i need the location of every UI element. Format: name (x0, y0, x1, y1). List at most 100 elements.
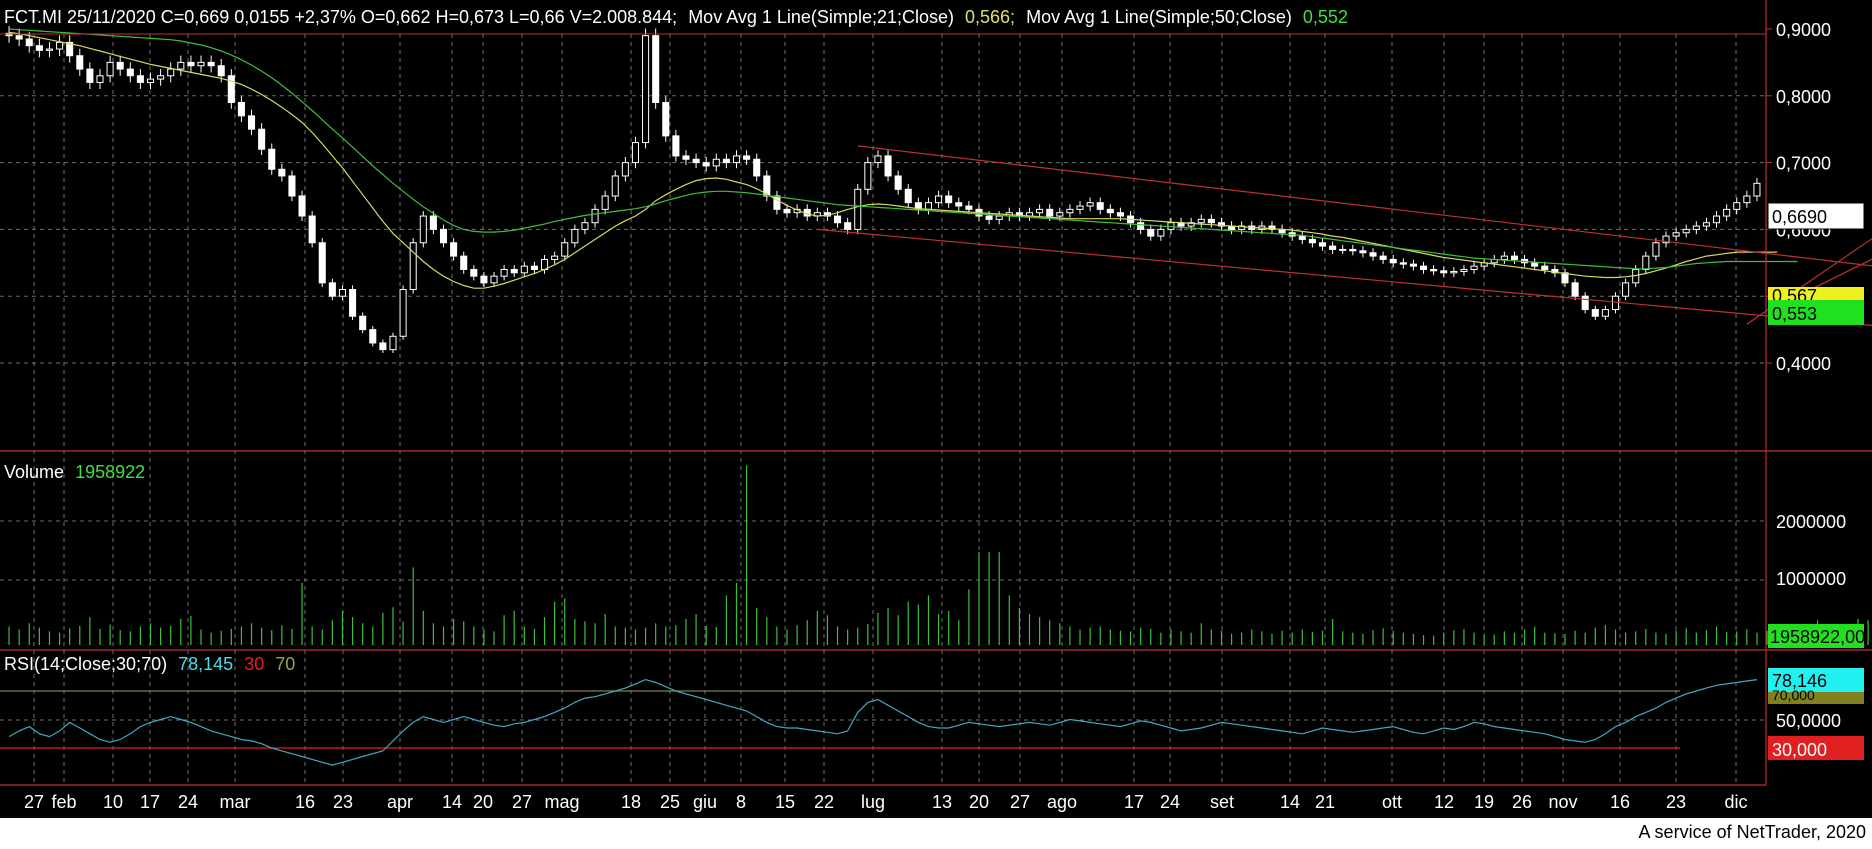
candle-body-14 (146, 78, 155, 83)
volume-tick-1m: 1000000 (1776, 569, 1846, 589)
ma21-badge-bg (1768, 287, 1864, 301)
candle-body-157 (1591, 309, 1599, 317)
x-label-18: 22 (814, 792, 834, 812)
candle-body-43 (439, 228, 448, 244)
candle-body-34 (349, 289, 357, 317)
candle-body-46 (470, 268, 478, 277)
candle-body-144 (1460, 268, 1468, 272)
candle-body-21 (217, 65, 225, 77)
candle-body-118 (1197, 218, 1205, 224)
x-label-31: 19 (1474, 792, 1494, 812)
x-label-26: set (1210, 792, 1234, 812)
candle-body-68 (692, 158, 700, 164)
header-ma2-value: 0,552 (1303, 7, 1348, 27)
x-label-29: ott (1382, 792, 1402, 812)
candle-body-58 (591, 208, 599, 224)
candle-body-163 (1652, 242, 1660, 257)
x-label-32: 26 (1512, 792, 1532, 812)
x-label-33: nov (1548, 792, 1577, 812)
volume-title-label: Volume (4, 462, 64, 482)
candle-body-70 (712, 158, 720, 167)
volume-badge: 1958922,00 (1770, 627, 1865, 647)
candle-body-113 (1147, 228, 1155, 237)
x-label-20: 13 (932, 792, 952, 812)
candle-body-13 (136, 75, 144, 83)
candle-body-165 (1672, 232, 1680, 237)
candle-body-19 (197, 61, 205, 67)
candle-body-143 (1450, 270, 1458, 274)
candle-body-51 (520, 265, 528, 274)
candle-body-11 (116, 61, 124, 70)
candle-body-82 (834, 215, 842, 224)
x-label-6: 16 (295, 792, 315, 812)
candle-body-142 (1440, 270, 1448, 274)
x-label-4: 24 (178, 792, 198, 812)
trend-line-2 (1746, 237, 1872, 325)
candle-body-156 (1581, 295, 1589, 311)
candle-body-97 (985, 215, 993, 220)
x-label-23: ago (1047, 792, 1077, 812)
x-label-22: 27 (1010, 792, 1030, 812)
candle-body-2 (25, 38, 33, 47)
candle-body-122 (1238, 225, 1246, 230)
candle-body-87 (884, 155, 892, 177)
price-tick-1: 0,8000 (1776, 87, 1831, 107)
volume-tick-2m: 2000000 (1776, 512, 1846, 532)
candle-body-48 (490, 275, 498, 284)
x-label-9: 14 (442, 792, 462, 812)
candle-body-76 (773, 195, 781, 210)
candle-body-50 (510, 268, 518, 274)
x-label-24: 17 (1124, 792, 1144, 812)
candle-body-169 (1713, 215, 1721, 224)
rsi-upper-badge-bg (1768, 692, 1864, 704)
x-label-27: 14 (1280, 792, 1300, 812)
candle-body-167 (1692, 225, 1700, 230)
chart-header: FCT.MI 25/11/2020 C=0,669 0,0155 +2,37% … (4, 7, 1348, 27)
candle-body-16 (167, 68, 175, 77)
candle-body-1 (15, 35, 23, 40)
candle-body-9 (96, 75, 104, 83)
chart-background (0, 0, 1872, 818)
candle-body-95 (965, 205, 973, 210)
ma50-badge-bg (1768, 300, 1864, 325)
candle-body-63 (642, 35, 650, 144)
candle-body-59 (601, 195, 609, 210)
candle-body-148 (1500, 255, 1508, 260)
candle-body-171 (1733, 202, 1741, 210)
candle-body-49 (500, 268, 508, 277)
candle-body-25 (258, 128, 266, 150)
rsi-badge-bg (1768, 668, 1864, 692)
x-label-17: 15 (775, 792, 795, 812)
x-label-5: mar (220, 792, 251, 812)
candle-body-6 (66, 41, 74, 57)
candle-body-112 (1137, 222, 1145, 230)
x-label-1: feb (51, 792, 76, 812)
candle-body-56 (571, 228, 579, 244)
rsi-title-lower: 30 (244, 654, 264, 674)
candle-body-22 (227, 75, 235, 103)
candle-body-114 (1157, 228, 1165, 237)
rsi-upper-badge: 70,000 (1772, 687, 1815, 703)
candle-body-4 (45, 48, 53, 51)
x-label-36: dic (1724, 792, 1747, 812)
candle-body-24 (248, 115, 256, 130)
candle-body-20 (207, 61, 215, 67)
candle-body-12 (126, 68, 134, 77)
candle-body-73 (743, 155, 751, 160)
ma50-badge: 0,553 (1772, 304, 1817, 324)
candle-body-102 (1036, 208, 1044, 214)
header-symbol: FCT.MI 25/11/2020 C=0,669 0,0155 +2,37% … (4, 7, 677, 27)
candle-body-138 (1399, 262, 1407, 265)
candle-body-44 (450, 242, 458, 257)
candle-body-7 (76, 55, 84, 70)
x-label-14: 25 (660, 792, 680, 812)
candle-body-26 (268, 148, 276, 170)
candle-body-69 (702, 162, 710, 167)
candle-body-65 (662, 101, 670, 137)
candle-body-93 (945, 195, 953, 204)
candle-body-110 (1116, 212, 1124, 217)
candle-body-75 (763, 175, 771, 197)
header-ma1-label: Mov Avg 1 Line(Simple;21;Close) (688, 7, 954, 27)
candle-body-74 (753, 158, 761, 177)
volume-title: Volume 1958922 (4, 462, 145, 482)
